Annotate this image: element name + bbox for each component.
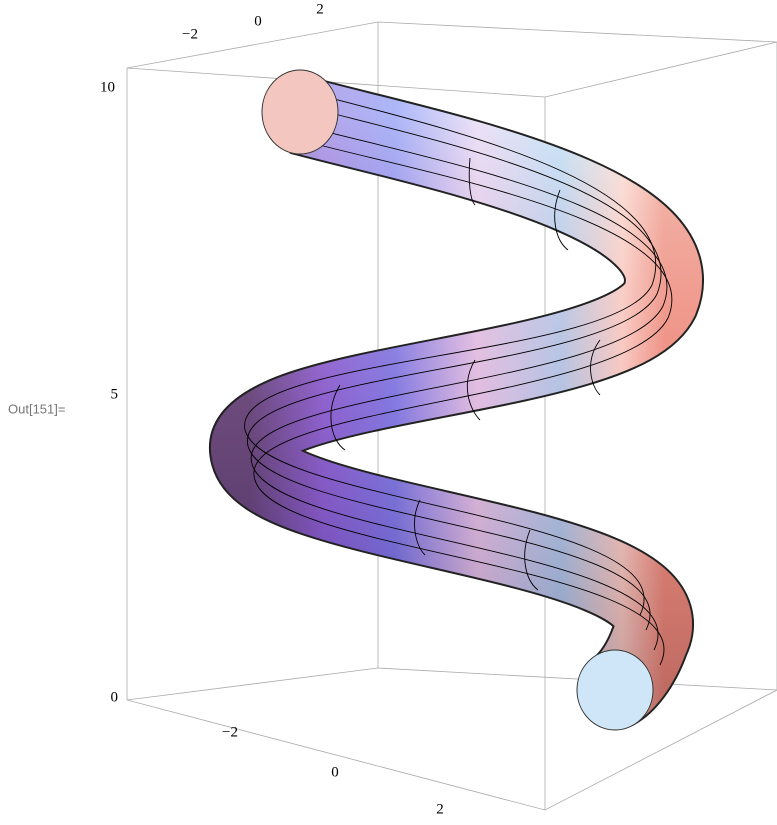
plot3d: Out[151]= −2 0 2 10 5 0 −2 0 2 — [0, 0, 777, 825]
notebook-output: Out[151]= −2 0 2 10 5 0 −2 0 2 — [0, 0, 777, 825]
tick-label: −2 — [222, 724, 238, 740]
tick-label: 2 — [436, 801, 444, 817]
tick-label: −2 — [182, 26, 198, 42]
tick-label: 0 — [331, 764, 339, 780]
tick-label: 5 — [111, 386, 119, 402]
helix-tube — [245, 70, 672, 730]
tick-label: 0 — [111, 689, 119, 705]
tick-label: 0 — [254, 13, 262, 29]
output-label: Out[151]= — [8, 401, 65, 416]
tick-label: 10 — [100, 79, 115, 95]
tick-label: 2 — [316, 1, 324, 17]
